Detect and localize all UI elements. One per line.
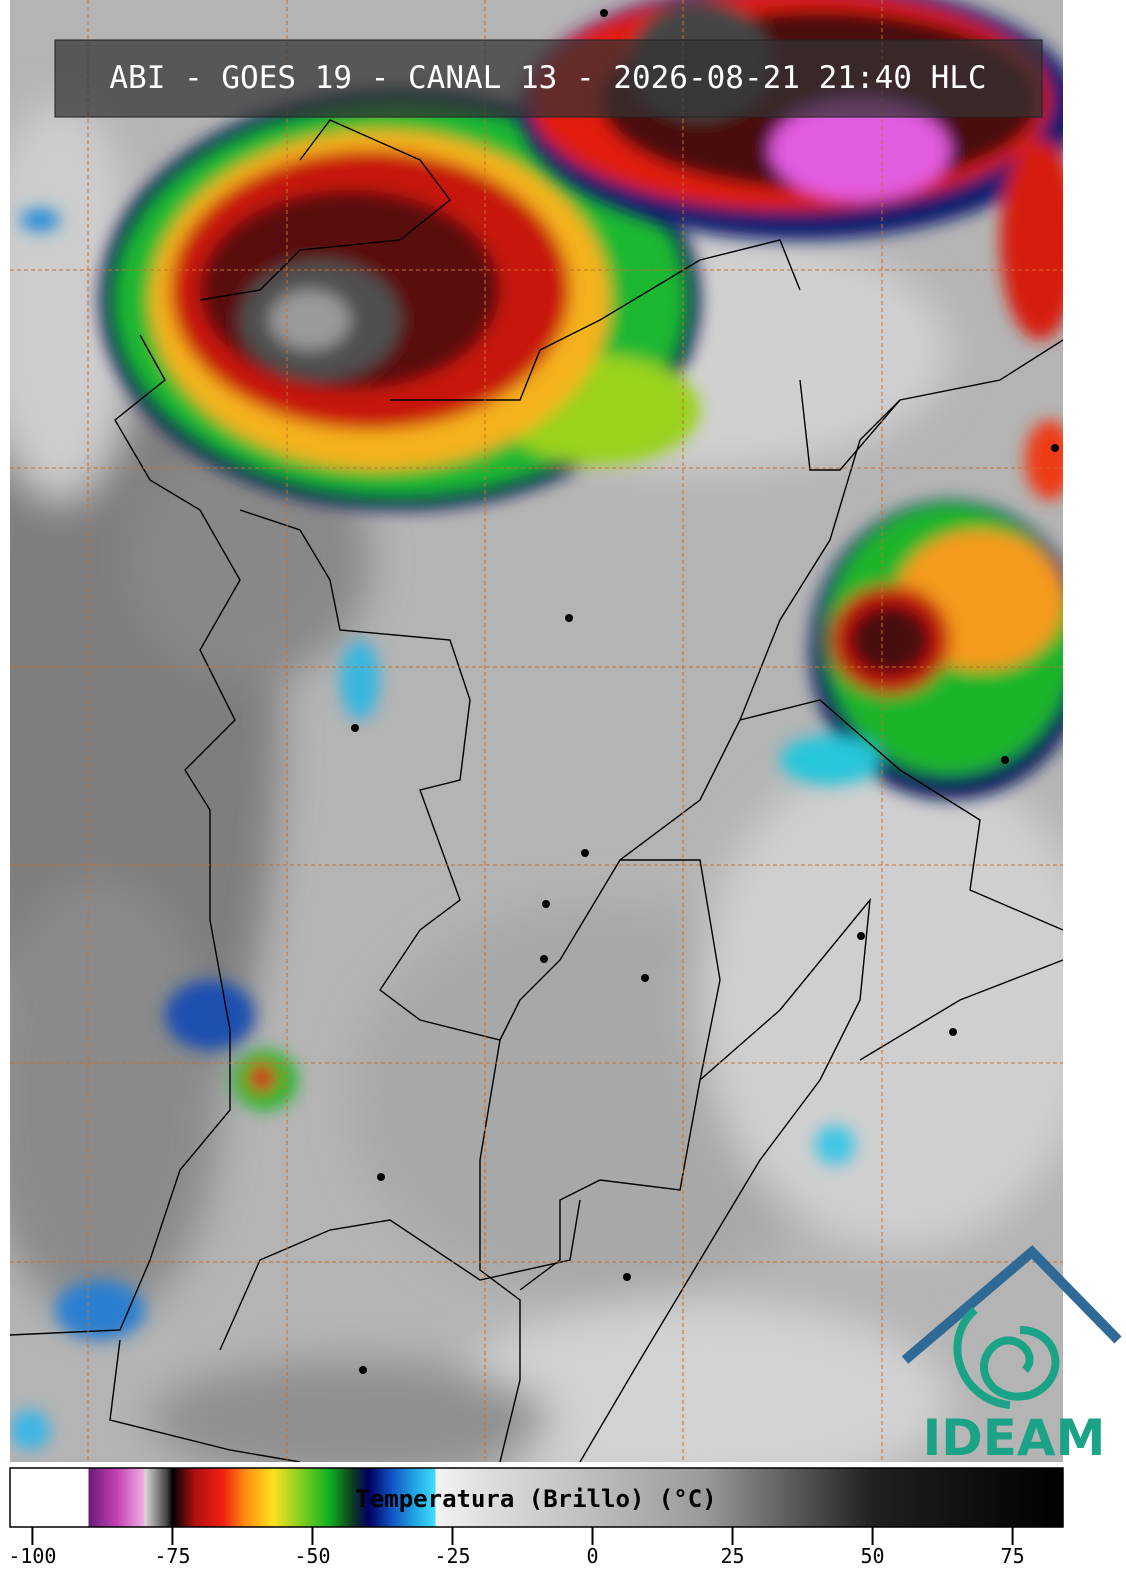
logo-swirl xyxy=(953,1306,1060,1409)
colorbar: Temperatura (Brillo) (°C) -100 -75 -50 -25 0… xyxy=(8,1467,1064,1568)
colorbar-ramp xyxy=(9,1467,1064,1528)
tick-label: -50 xyxy=(294,1544,330,1568)
logo-roof xyxy=(901,1245,1122,1364)
cities xyxy=(351,9,1059,1374)
storm-northwest xyxy=(100,90,700,510)
borders xyxy=(10,119,1063,1462)
graticule xyxy=(10,0,1063,1462)
tick-label: -100 xyxy=(8,1544,56,1568)
tick-label: 50 xyxy=(861,1544,885,1568)
tick-label: 0 xyxy=(586,1544,598,1568)
tick-label: -25 xyxy=(434,1544,470,1568)
colorbar-label: Temperatura (Brillo) (°C) xyxy=(355,1485,716,1513)
title: ABI - GOES 19 - CANAL 13 - 2026-08-21 21… xyxy=(109,60,986,96)
logo-text: IDEAM xyxy=(923,1409,1106,1467)
logo: IDEAM xyxy=(901,1245,1122,1467)
title-box xyxy=(54,39,1043,118)
tick-label: 75 xyxy=(1001,1544,1025,1568)
tick-label: -75 xyxy=(154,1544,190,1568)
map xyxy=(10,0,1063,1462)
tick-label: 25 xyxy=(720,1544,744,1568)
storm-east xyxy=(780,420,1063,800)
